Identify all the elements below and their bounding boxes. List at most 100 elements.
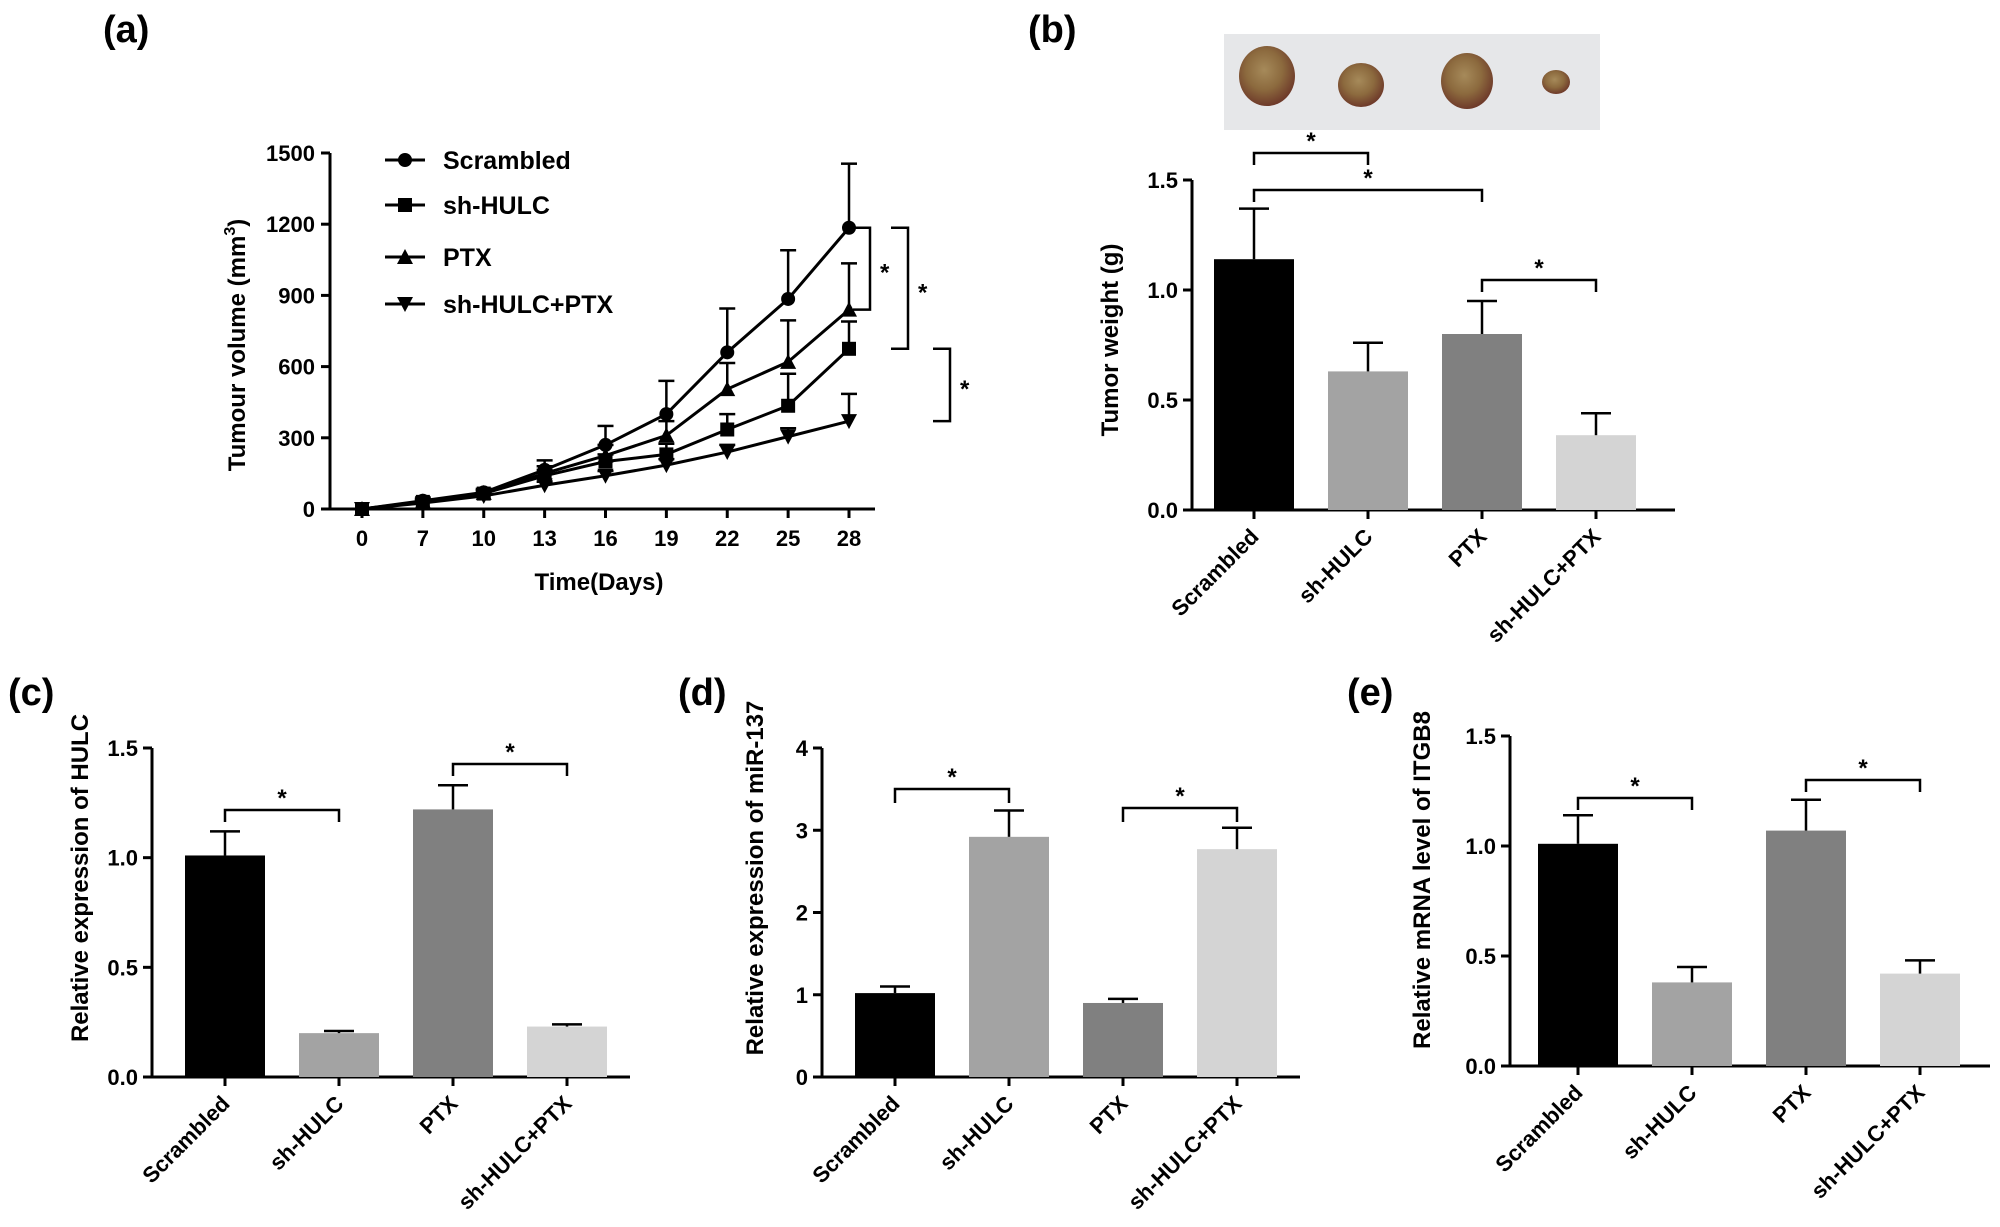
y-tick-label: 1 <box>796 983 808 1008</box>
bar-scrambled <box>185 855 265 1077</box>
y-tick-label: 2 <box>796 901 808 926</box>
data-point-sh-hulc-ptx <box>475 488 492 504</box>
significance-bracket <box>451 762 569 776</box>
x-tick-label-ptx: PTX <box>1085 1091 1133 1139</box>
y-tick-label: 1500 <box>266 141 315 166</box>
bar-ptx <box>1442 334 1522 510</box>
significance-label: * <box>947 764 957 791</box>
tumor-photo <box>1224 34 1600 130</box>
y-tick-label: 1.5 <box>1147 168 1178 193</box>
y-tick-label: 0.0 <box>1465 1054 1496 1079</box>
legend-item-sh-hulc: sh-HULC <box>385 192 550 220</box>
data-point-ptx <box>658 427 675 443</box>
bar-sh-hulc <box>1652 982 1732 1066</box>
significance-label: * <box>277 785 287 812</box>
y-tick-label: 4 <box>796 736 809 761</box>
x-tick-label-sh-hulc-ptx: sh-HULC+PTX <box>1123 1091 1247 1215</box>
bar-ptx <box>1083 1002 1163 1077</box>
significance-bracket <box>891 226 910 351</box>
y-axis-title-main: Tumour volume (mm <box>224 236 251 472</box>
significance-label: * <box>505 739 515 766</box>
legend-marker-square-icon <box>398 198 412 212</box>
panel-label-e: (e) <box>1347 672 1393 714</box>
mir137-expression-bar-chart: Relative expression of miR-137 0 1 2 3 4 Scra… <box>742 701 1300 1215</box>
significance-bracket <box>1121 806 1239 822</box>
x-tick-label: 10 <box>472 526 496 551</box>
legend-label-scrambled: Scrambled <box>443 147 571 175</box>
x-tick-label-scrambled: Scrambled <box>1166 524 1263 621</box>
data-point-scrambled <box>842 220 856 235</box>
data-point-sh-hulc-ptx <box>719 445 736 461</box>
x-tick-label-scrambled: Scrambled <box>137 1091 234 1188</box>
y-axis-title: Tumour volume (mm3) <box>222 219 251 471</box>
x-tick-label: 25 <box>776 526 800 551</box>
bar-sh-hulc-ptx <box>527 1026 607 1077</box>
y-axis-title-close: ) <box>224 219 251 227</box>
legend-item-sh-hulc-ptx: sh-HULC+PTX <box>385 291 613 319</box>
bar-sh-hulc <box>299 1033 379 1077</box>
x-tick-label: 0 <box>356 526 368 551</box>
significance-bracket <box>1804 778 1922 792</box>
data-point-ptx <box>841 301 857 317</box>
y-axis-title: Tumor weight (g) <box>1097 244 1124 437</box>
y-tick-label: 600 <box>278 355 315 380</box>
data-point-sh-hulc-ptx <box>354 502 370 517</box>
significance-bracket <box>853 226 872 311</box>
significance-bracket <box>933 347 952 423</box>
data-point-sh-hulc-ptx <box>597 468 614 484</box>
significance-bracket <box>223 808 341 822</box>
data-point-scrambled <box>659 407 674 422</box>
legend-item-scrambled: Scrambled <box>385 147 571 175</box>
significance-label: * <box>880 260 890 287</box>
bar-scrambled <box>855 993 935 1077</box>
y-tick-label: 1.5 <box>107 736 138 761</box>
y-tick-label: 0.5 <box>1465 944 1496 969</box>
bar-sh-hulc <box>969 836 1049 1077</box>
x-tick-label-sh-hulc: sh-HULC <box>264 1091 348 1175</box>
y-tick-label: 0.0 <box>107 1065 138 1090</box>
y-tick-label: 0.5 <box>1147 388 1178 413</box>
tumor-image-scrambled <box>1239 46 1295 106</box>
x-tick-label: 7 <box>417 526 429 551</box>
y-axis-title: Relative expression of miR-137 <box>742 701 769 1056</box>
legend-marker-circle-icon <box>398 153 412 167</box>
tumor-image-ptx <box>1441 53 1493 109</box>
y-axis-title: Relative mRNA level of ITGB8 <box>1409 711 1436 1049</box>
itgb8-mrna-bar-chart: Relative mRNA level of ITGB8 0.0 0.5 1.0 1.… <box>1409 711 1990 1203</box>
y-tick-label: 1.5 <box>1465 724 1496 749</box>
x-tick-label: 19 <box>654 526 678 551</box>
bar-ptx <box>413 809 493 1077</box>
significance-label: * <box>1630 773 1640 800</box>
significance-label: * <box>1858 755 1868 782</box>
data-point-sh-hulc-ptx <box>658 458 675 474</box>
x-tick-label-sh-hulc: sh-HULC <box>934 1091 1018 1175</box>
legend-label-sh-hulc: sh-HULC <box>443 192 550 220</box>
bar-sh-hulc <box>1328 371 1408 510</box>
legend-item-ptx: PTX <box>385 244 492 272</box>
bar-sh-hulc-ptx <box>1880 973 1960 1066</box>
panel-label-d: (d) <box>678 672 727 714</box>
significance-label: * <box>1363 165 1373 192</box>
legend-label-sh-hulc-ptx: sh-HULC+PTX <box>443 291 613 319</box>
x-tick-label-scrambled: Scrambled <box>807 1091 904 1188</box>
legend-label-ptx: PTX <box>443 244 492 272</box>
y-tick-label: 0.0 <box>1147 498 1178 523</box>
x-tick-label-sh-hulc: sh-HULC <box>1617 1080 1701 1164</box>
y-tick-label: 0 <box>303 497 315 522</box>
tumor-image-sh-hulc-ptx <box>1542 70 1570 94</box>
significance-bracket <box>1252 151 1370 165</box>
data-point-sh-hulc-ptx <box>414 496 431 512</box>
y-axis-title: Relative expression of HULC <box>67 714 94 1042</box>
bar-sh-hulc-ptx <box>1556 435 1636 510</box>
significance-label: * <box>1175 783 1185 810</box>
x-tick-label-ptx: PTX <box>1444 524 1492 572</box>
bar-scrambled <box>1214 259 1294 510</box>
data-point-sh-hulc-ptx <box>841 414 857 430</box>
significance-label: * <box>918 279 928 306</box>
data-point-ptx <box>719 381 736 397</box>
y-tick-label: 900 <box>278 283 315 308</box>
tumor-weight-bar-chart: Tumor weight (g) 0.0 0.5 1.0 1.5 Scrambled sh… <box>1097 34 1675 647</box>
legend-marker-triangle-down-icon <box>397 297 413 312</box>
significance-bracket <box>893 787 1011 803</box>
x-axis-title: Time(Days) <box>535 569 664 596</box>
